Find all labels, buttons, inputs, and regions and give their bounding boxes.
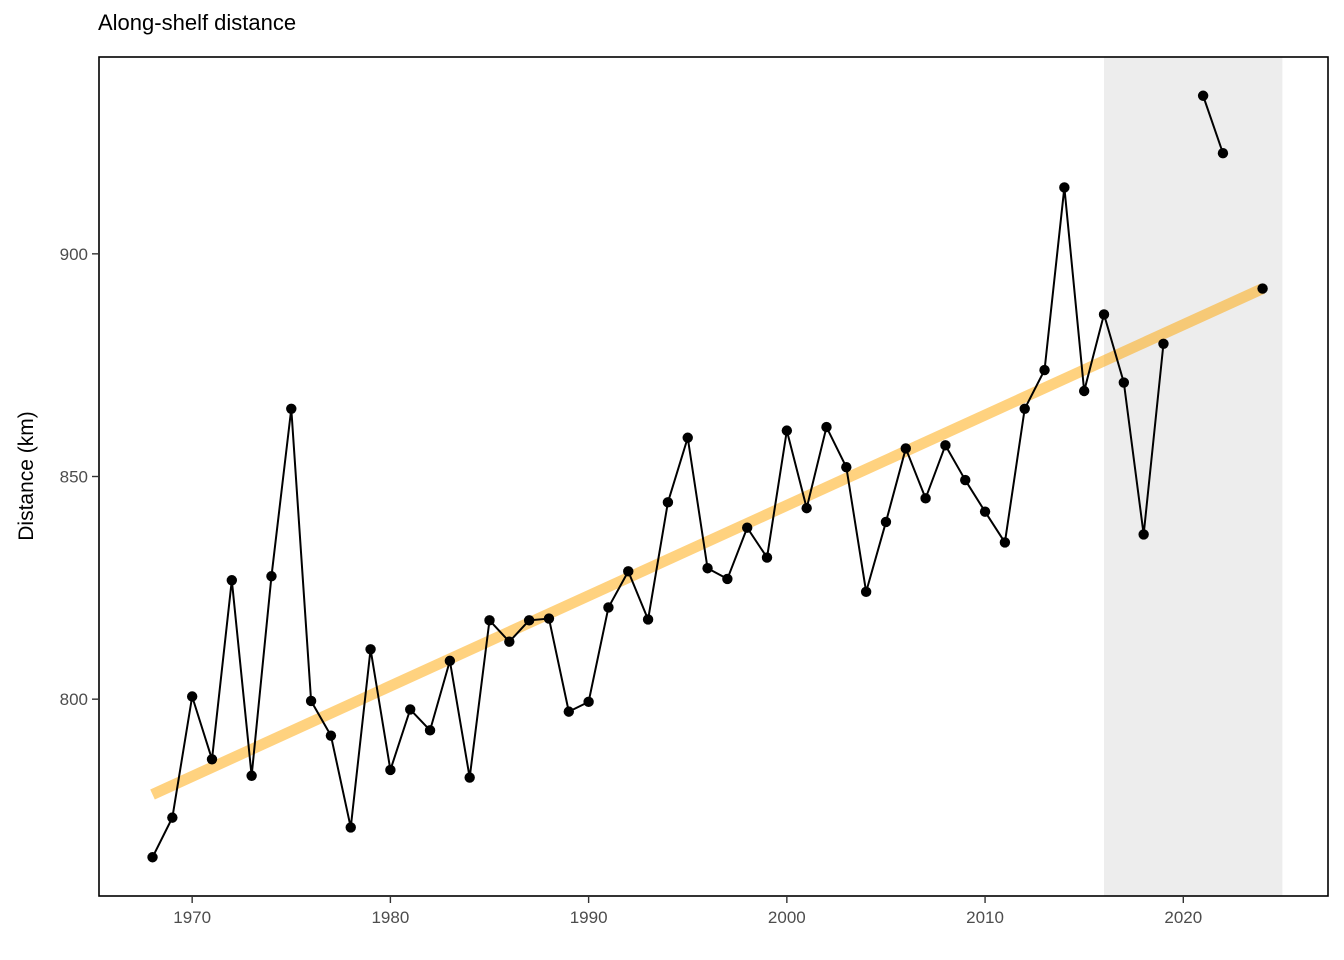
data-point <box>325 730 337 741</box>
chart-title: Along-shelf distance <box>98 10 297 35</box>
data-point <box>1059 182 1070 193</box>
y-tick-label: 850 <box>60 468 88 487</box>
data-point <box>405 704 416 715</box>
data-point <box>979 506 991 517</box>
data-point <box>1019 403 1030 415</box>
data-point <box>504 636 515 647</box>
data-point <box>682 432 693 443</box>
data-point <box>147 852 158 863</box>
data-point <box>464 772 475 783</box>
data-point <box>920 493 931 504</box>
y-tick-label: 900 <box>60 245 88 264</box>
data-point <box>444 655 456 667</box>
data-point <box>365 644 376 655</box>
data-point <box>1158 338 1169 349</box>
data-point <box>960 474 971 486</box>
data-point <box>860 586 872 598</box>
data-point <box>424 725 436 736</box>
data-point <box>999 537 1011 548</box>
data-point <box>1217 147 1229 159</box>
data-point <box>583 696 594 708</box>
data-point <box>623 566 634 577</box>
y-axis-title: Distance (km) <box>15 411 38 541</box>
series-line-segment <box>151 186 1165 858</box>
data-point <box>523 615 535 626</box>
data-point <box>266 571 277 582</box>
shaded-region <box>1104 57 1283 896</box>
data-point <box>484 615 495 626</box>
data-point <box>167 812 178 823</box>
data-point <box>900 443 911 454</box>
data-point <box>1257 283 1268 294</box>
data-point <box>801 502 812 514</box>
data-point <box>186 691 198 702</box>
data-point <box>940 440 951 451</box>
x-tick-label: 2020 <box>1164 908 1202 927</box>
data-point <box>781 425 793 436</box>
data-point <box>226 575 238 586</box>
data-point <box>1039 364 1050 376</box>
y-tick-label: 800 <box>60 690 88 709</box>
x-tick-label: 1980 <box>371 908 409 927</box>
data-point <box>741 522 753 533</box>
data-point <box>1098 309 1110 320</box>
data-point <box>543 613 555 624</box>
data-point <box>1118 377 1130 388</box>
data-point <box>1197 90 1209 101</box>
series-line-segment <box>1202 95 1224 154</box>
data-point <box>880 516 892 528</box>
data-point <box>286 403 297 415</box>
data-point <box>206 754 218 765</box>
data-point <box>305 695 317 707</box>
x-tick-label: 2010 <box>966 908 1004 927</box>
data-point <box>702 563 713 574</box>
data-point <box>761 552 773 563</box>
data-point <box>821 421 832 433</box>
data-point <box>563 706 574 717</box>
x-tick-label: 1970 <box>173 908 211 927</box>
data-point <box>345 822 356 833</box>
data-point <box>385 764 396 776</box>
data-point <box>246 770 257 781</box>
trend-line <box>150 283 1265 800</box>
data-point <box>662 497 674 508</box>
data-point <box>642 614 654 625</box>
data-point <box>722 573 733 585</box>
data-point <box>841 461 852 473</box>
data-point <box>1138 529 1149 540</box>
x-tick-label: 1990 <box>570 908 608 927</box>
data-point <box>603 602 614 613</box>
x-tick-label: 2000 <box>768 908 806 927</box>
data-point <box>1078 385 1090 397</box>
